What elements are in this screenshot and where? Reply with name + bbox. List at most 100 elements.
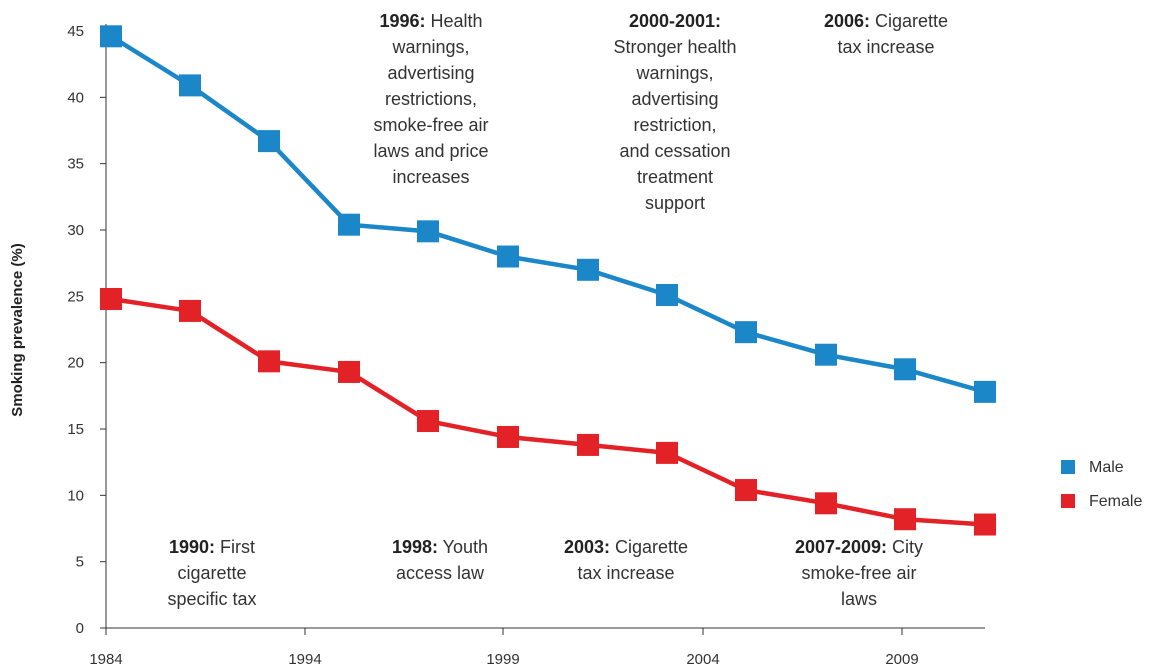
data-point-female-6 (577, 433, 599, 456)
annotation-line: warnings, (391, 37, 469, 57)
x-tick-label: 2004 (686, 651, 719, 668)
annotations-layer: 1996: Health warnings, advertising restrict… (167, 11, 948, 609)
data-point-female-2 (258, 350, 280, 373)
annotation-year: 2006: (824, 11, 870, 31)
data-point-female-10 (894, 508, 916, 531)
legend-label: Male (1089, 459, 1124, 476)
annotation-4: 1998: Youth access law (392, 537, 488, 583)
annotation-line: 1996: Health (379, 11, 482, 31)
annotation-line: specific tax (167, 589, 256, 609)
annotation-line: warnings, (635, 63, 713, 83)
annotation-line: restriction, (633, 115, 716, 135)
y-tick-label: 10 (67, 487, 84, 504)
annotation-line: 1990: First (169, 537, 255, 557)
annotation-text: Youth (438, 537, 488, 557)
annotation-line: laws and price (373, 141, 488, 161)
data-point-male-2 (258, 130, 280, 153)
data-point-female-4 (417, 410, 439, 433)
data-point-male-9 (815, 343, 837, 366)
data-point-male-7 (656, 284, 678, 307)
series-line-female (110, 296, 986, 527)
data-point-male-10 (894, 358, 916, 381)
annotation-text: Cigarette (610, 537, 688, 557)
y-tick-label: 30 (67, 222, 84, 239)
x-tick-label: 1999 (486, 651, 519, 668)
y-tick-label: 45 (67, 23, 84, 40)
annotation-line: and cessation (619, 141, 730, 161)
annotation-text: First (215, 537, 255, 557)
x-tick-label: 1994 (288, 651, 321, 668)
x-tick-label: 1984 (89, 651, 122, 668)
annotation-line: advertising (631, 89, 718, 109)
y-tick-label: 0 (76, 620, 84, 637)
axes: 0 5 10 15 20 25 30 35 40 45 1984 1994 1999 2004 2009 (67, 23, 985, 668)
y-tick-label: 25 (67, 288, 84, 305)
legend-swatch (1061, 460, 1075, 474)
annotation-year: 2003: (564, 537, 610, 557)
annotation-line: 2007-2009: City (795, 537, 923, 557)
annotation-line: support (645, 193, 705, 213)
annotation-0: 1996: Health warnings, advertising restrict… (373, 11, 488, 187)
legend: Male Female (1061, 459, 1142, 510)
series-line-male (109, 34, 986, 395)
annotation-text: Cigarette (870, 11, 948, 31)
data-point-male-6 (577, 258, 599, 281)
annotation-text: City (887, 537, 923, 557)
annotation-line: 2006: Cigarette (824, 11, 948, 31)
data-point-male-0 (100, 25, 122, 48)
annotation-line: tax increase (837, 37, 934, 57)
annotation-line: increases (392, 167, 469, 187)
annotation-line: 2000-2001: (629, 11, 721, 31)
y-tick-label: 15 (67, 421, 84, 438)
data-point-female-0 (100, 287, 122, 310)
x-tick-label: 2009 (885, 651, 918, 668)
annotation-line: laws (841, 589, 877, 609)
series-male (100, 25, 996, 403)
annotation-2: 2006: Cigarette tax increase (824, 11, 948, 57)
annotation-line: cigarette (177, 563, 246, 583)
annotation-6: 2007-2009: City smoke-free air laws (795, 537, 923, 609)
data-point-female-7 (656, 441, 678, 464)
annotation-line: access law (396, 563, 485, 583)
y-axis-label: Smoking prevalence (%) (9, 243, 26, 416)
annotation-line: 1998: Youth (392, 537, 488, 557)
y-tick-label: 20 (67, 355, 84, 372)
annotation-line: 2003: Cigarette (564, 537, 688, 557)
annotation-year: 1996: (379, 11, 425, 31)
annotation-year: 1998: (392, 537, 438, 557)
annotation-3: 1990: First cigarette specific tax (167, 537, 256, 609)
annotation-line: advertising (387, 63, 474, 83)
annotation-5: 2003: Cigarette tax increase (564, 537, 688, 583)
annotation-text: Health (426, 11, 483, 31)
legend-label: Female (1089, 493, 1142, 510)
y-tick-label: 5 (76, 554, 84, 571)
data-point-female-9 (815, 492, 837, 515)
data-point-male-4 (417, 220, 439, 243)
data-point-female-8 (735, 479, 757, 502)
data-point-female-3 (338, 360, 360, 383)
annotation-year: 2000-2001: (629, 11, 721, 31)
data-point-male-3 (338, 213, 360, 236)
series-layer (100, 25, 996, 536)
legend-swatch (1061, 494, 1075, 508)
annotation-line: restrictions, (385, 89, 477, 109)
data-point-male-8 (735, 321, 757, 344)
y-tick-label: 40 (67, 89, 84, 106)
data-point-male-11 (974, 380, 996, 403)
series-female (100, 287, 996, 536)
data-point-female-5 (497, 425, 519, 448)
annotation-line: smoke-free air (373, 115, 488, 135)
annotation-year: 1990: (169, 537, 215, 557)
data-point-female-1 (179, 299, 201, 322)
legend-entry-female: Female (1061, 493, 1142, 510)
annotation-1: 2000-2001: Stronger health warnings, advert… (613, 11, 736, 213)
annotation-line: treatment (637, 167, 713, 187)
annotation-line: smoke-free air (801, 563, 916, 583)
legend-entry-male: Male (1061, 459, 1124, 476)
data-point-male-5 (497, 245, 519, 268)
data-point-male-1 (179, 74, 201, 97)
y-tick-label: 35 (67, 156, 84, 173)
annotation-line: tax increase (577, 563, 674, 583)
annotation-year: 2007-2009: (795, 537, 887, 557)
